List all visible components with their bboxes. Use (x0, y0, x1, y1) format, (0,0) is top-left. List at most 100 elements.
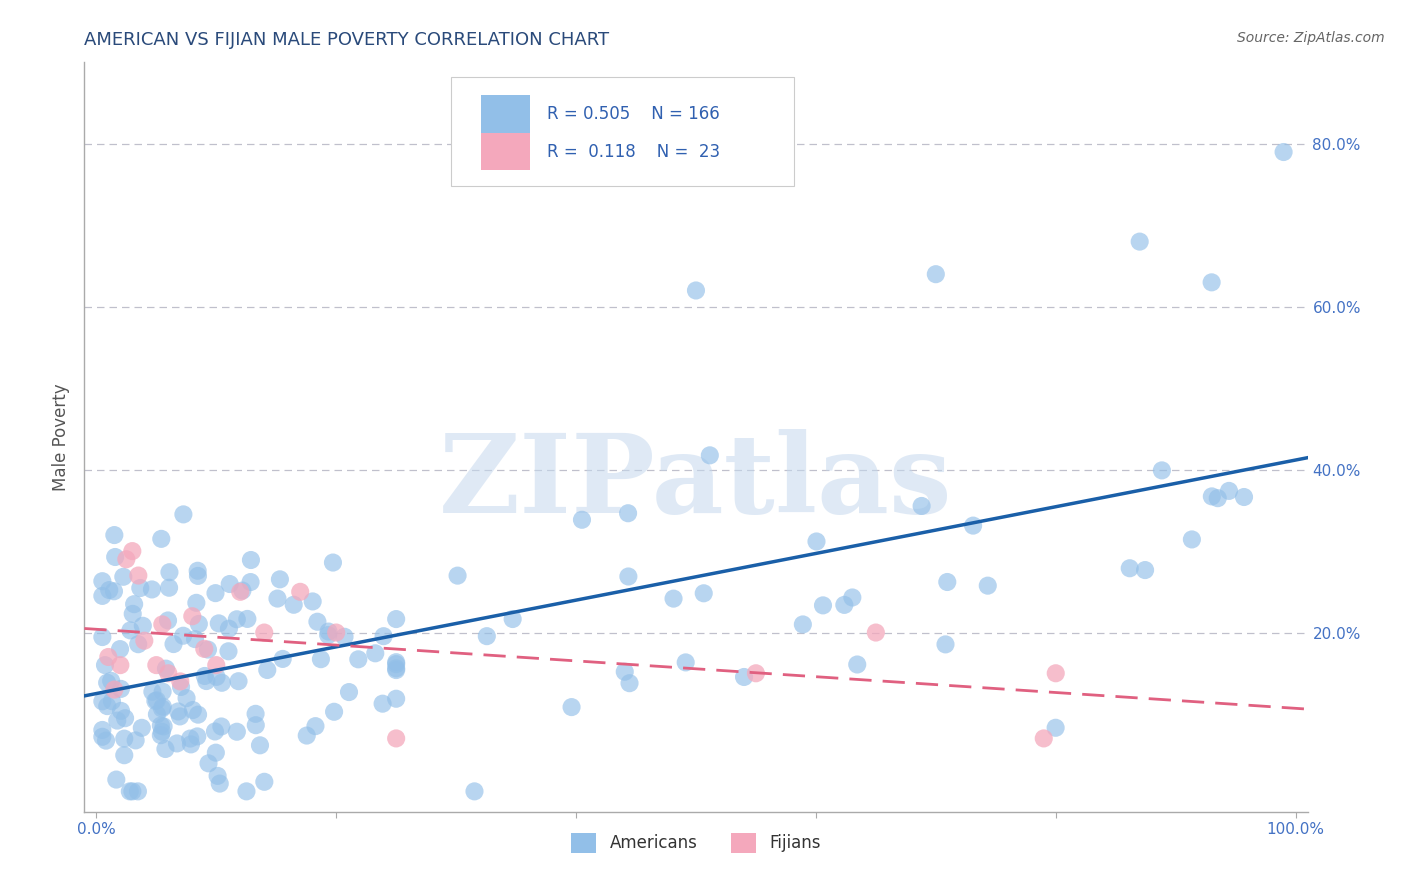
Point (110, 704, 132, 718)
Point (846, 657, 869, 672)
Point (186, 730, 208, 744)
Point (811, 599, 834, 613)
Point (229, 584, 252, 599)
Point (155, 662, 177, 676)
Point (146, 693, 169, 707)
Point (619, 676, 641, 690)
Point (172, 508, 194, 522)
Point (141, 684, 163, 698)
Point (295, 729, 318, 743)
Point (114, 711, 136, 725)
Point (152, 684, 174, 698)
Point (159, 565, 181, 579)
Point (100, 673, 122, 688)
Point (865, 625, 887, 640)
Point (129, 581, 152, 595)
Point (225, 724, 247, 739)
Point (385, 663, 408, 677)
Point (385, 731, 408, 746)
Point (96, 675, 118, 690)
Point (316, 628, 339, 642)
Point (110, 658, 132, 673)
Point (152, 719, 174, 733)
Point (103, 682, 125, 697)
Point (1045, 666, 1067, 681)
Point (112, 731, 135, 746)
Point (149, 728, 172, 742)
Point (385, 612, 408, 626)
Point (792, 617, 814, 632)
Point (204, 586, 226, 600)
Point (446, 568, 468, 582)
Point (733, 670, 755, 684)
Point (245, 718, 267, 732)
Point (1032, 731, 1054, 746)
Point (145, 658, 167, 673)
Point (98, 583, 121, 598)
Point (115, 552, 138, 566)
Point (205, 658, 228, 673)
Point (301, 594, 323, 608)
Point (283, 598, 305, 612)
Point (187, 616, 209, 631)
Point (91, 723, 114, 737)
Point (187, 707, 209, 722)
Point (120, 624, 142, 638)
Point (337, 685, 360, 699)
Point (207, 769, 229, 783)
Point (195, 674, 218, 689)
Point (231, 583, 253, 598)
Point (463, 784, 485, 798)
FancyBboxPatch shape (451, 78, 794, 186)
Point (184, 632, 207, 646)
Point (1233, 490, 1256, 504)
Point (256, 663, 278, 677)
Text: R =  0.118    N =  23: R = 0.118 N = 23 (547, 143, 720, 161)
Point (249, 739, 271, 753)
Point (364, 646, 387, 660)
Point (127, 568, 149, 582)
FancyBboxPatch shape (481, 133, 530, 170)
Point (134, 633, 156, 648)
Point (1181, 533, 1204, 547)
Point (103, 528, 125, 542)
Point (208, 616, 231, 631)
Point (502, 612, 524, 626)
Point (266, 591, 288, 606)
Point (218, 622, 240, 636)
Point (94, 733, 117, 747)
Point (143, 694, 166, 708)
Point (745, 666, 768, 681)
Point (218, 644, 240, 658)
Y-axis label: Male Poverty: Male Poverty (52, 384, 70, 491)
Point (1201, 489, 1223, 503)
Point (121, 544, 143, 558)
Point (150, 617, 173, 632)
Point (104, 549, 127, 564)
Point (112, 570, 135, 584)
Point (571, 513, 593, 527)
Point (205, 746, 228, 760)
Point (561, 700, 583, 714)
Point (1045, 721, 1067, 735)
Point (385, 661, 408, 675)
Point (236, 612, 259, 626)
Point (141, 582, 163, 597)
Point (235, 784, 257, 798)
Point (239, 553, 262, 567)
Point (841, 591, 863, 605)
Point (194, 669, 217, 683)
Point (96, 699, 118, 714)
Point (197, 756, 219, 771)
Point (97, 650, 120, 665)
Point (304, 719, 326, 733)
Point (269, 572, 291, 586)
Point (1129, 235, 1152, 249)
FancyBboxPatch shape (481, 95, 530, 133)
Point (1218, 483, 1240, 498)
Point (122, 597, 145, 611)
Point (186, 596, 208, 610)
Point (693, 586, 716, 600)
Point (322, 556, 344, 570)
Point (149, 718, 172, 732)
